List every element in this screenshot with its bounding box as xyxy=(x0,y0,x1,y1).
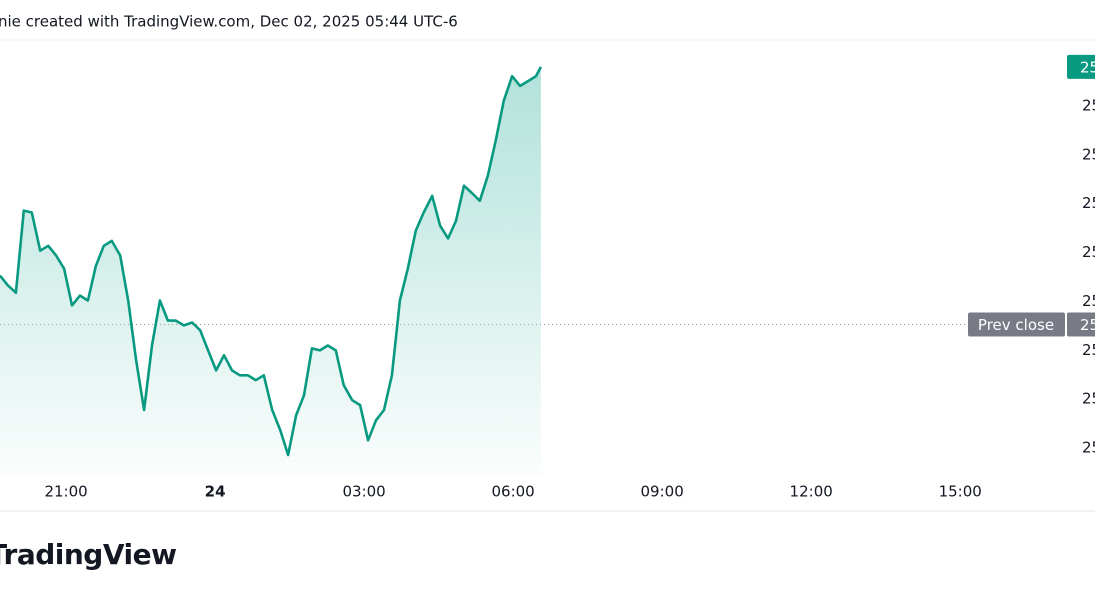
y-tick-label: 25 xyxy=(1082,243,1095,261)
header-attribution: nie created with TradingView.com, Dec 02… xyxy=(0,13,458,31)
y-tick-label: 25 xyxy=(1082,341,1095,359)
prev-close-price-badge xyxy=(1067,312,1095,337)
x-tick-label: 21:00 xyxy=(44,483,87,501)
x-tick-label: 09:00 xyxy=(641,483,684,501)
logo: TradingView xyxy=(0,538,176,571)
x-tick-label: 24 xyxy=(205,483,226,501)
y-tick-label: 25 xyxy=(1082,292,1095,310)
y-tick-label: 25 xyxy=(1082,145,1095,163)
last-price-label: 25 xyxy=(1080,58,1095,76)
y-tick-label: 25 xyxy=(1082,439,1095,457)
area-fill xyxy=(0,66,541,476)
y-tick-label: 25 xyxy=(1082,390,1095,408)
x-tick-label: 03:00 xyxy=(342,483,385,501)
x-tick-label: 06:00 xyxy=(492,483,535,501)
x-tick-label: 12:00 xyxy=(790,483,833,501)
prev-close-name: Prev close xyxy=(978,316,1054,334)
y-tick-label: 25 xyxy=(1082,194,1095,212)
x-tick-label: 15:00 xyxy=(939,483,982,501)
y-tick-label: 25 xyxy=(1082,96,1095,114)
last-price-badge xyxy=(1067,54,1095,79)
prev-close-price-label: 25 xyxy=(1080,316,1095,334)
price-line xyxy=(0,66,543,457)
prev-close-badge xyxy=(968,312,1065,337)
